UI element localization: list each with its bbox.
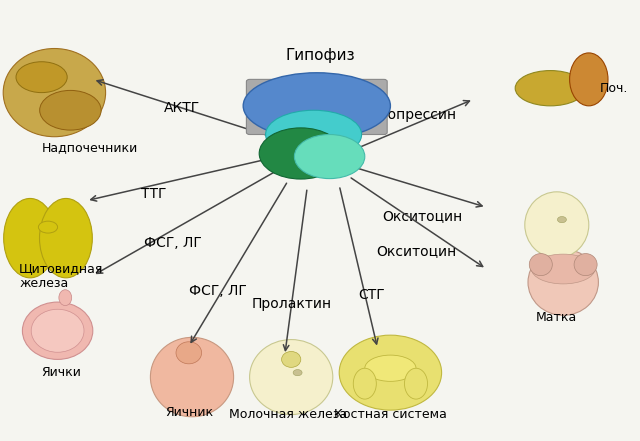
Text: СТГ: СТГ: [358, 288, 385, 303]
Text: Окситоцин: Окситоцин: [382, 209, 463, 223]
Ellipse shape: [570, 53, 608, 106]
Ellipse shape: [528, 249, 598, 315]
Text: Щитовидная
железа: Щитовидная железа: [19, 262, 104, 290]
Text: Гипофиз: Гипофиз: [285, 48, 355, 63]
Ellipse shape: [22, 302, 93, 359]
Ellipse shape: [176, 342, 202, 364]
Ellipse shape: [31, 309, 84, 352]
Ellipse shape: [294, 135, 365, 179]
Ellipse shape: [3, 49, 106, 137]
Ellipse shape: [40, 198, 92, 278]
Text: Костная система: Костная система: [334, 408, 447, 421]
Ellipse shape: [282, 351, 301, 367]
Text: ТТГ: ТТГ: [141, 187, 166, 201]
Ellipse shape: [243, 73, 390, 139]
Ellipse shape: [293, 370, 302, 376]
Ellipse shape: [515, 71, 586, 106]
Ellipse shape: [40, 90, 101, 130]
Ellipse shape: [532, 254, 595, 284]
Ellipse shape: [38, 221, 58, 233]
Ellipse shape: [353, 368, 376, 399]
Text: Надпочечники: Надпочечники: [42, 141, 138, 154]
Text: ФСГ, ЛГ: ФСГ, ЛГ: [189, 284, 246, 298]
Ellipse shape: [339, 335, 442, 410]
Text: ФСГ, ЛГ: ФСГ, ЛГ: [144, 235, 202, 250]
FancyBboxPatch shape: [246, 79, 387, 135]
Ellipse shape: [250, 340, 333, 415]
Ellipse shape: [150, 337, 234, 417]
Text: Поч.: Поч.: [600, 82, 628, 95]
Ellipse shape: [574, 254, 597, 276]
Text: Окситоцин: Окситоцин: [376, 244, 456, 258]
Ellipse shape: [259, 128, 342, 179]
Text: АКТГ: АКТГ: [164, 101, 200, 115]
Ellipse shape: [525, 192, 589, 258]
Text: Молочная железа: Молочная железа: [229, 408, 347, 421]
Ellipse shape: [365, 355, 416, 381]
Ellipse shape: [404, 368, 428, 399]
Ellipse shape: [16, 62, 67, 93]
Text: Вазопрессин: Вазопрессин: [362, 108, 457, 122]
Text: Яичник: Яичник: [164, 406, 213, 419]
Text: Пролактин: Пролактин: [251, 297, 332, 311]
Ellipse shape: [557, 217, 566, 223]
Ellipse shape: [529, 254, 552, 276]
Ellipse shape: [266, 110, 362, 159]
Text: Матка: Матка: [536, 311, 577, 324]
Text: Яички: Яички: [41, 366, 81, 379]
Ellipse shape: [59, 290, 72, 306]
Ellipse shape: [4, 198, 56, 278]
